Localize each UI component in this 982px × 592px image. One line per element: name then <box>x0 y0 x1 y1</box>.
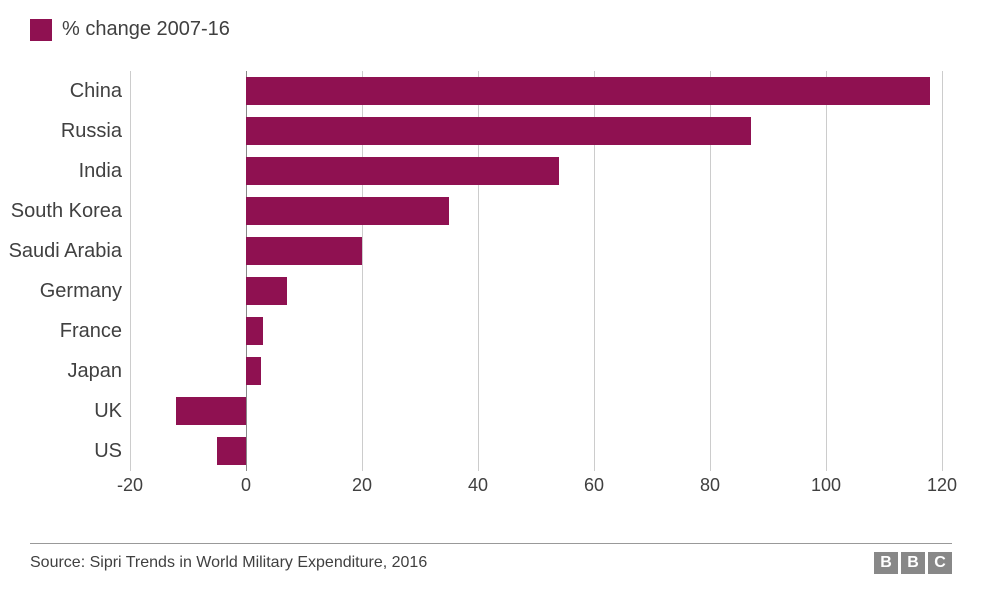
bars: ChinaRussiaIndiaSouth KoreaSaudi ArabiaG… <box>130 71 942 471</box>
bar-label: Saudi Arabia <box>0 231 130 271</box>
bar-label: France <box>0 311 130 351</box>
bar-row: South Korea <box>130 191 942 231</box>
source-text: Source: Sipri Trends in World Military E… <box>30 554 427 572</box>
bar <box>246 317 263 345</box>
footer: Source: Sipri Trends in World Military E… <box>30 543 952 574</box>
x-tick-label: 40 <box>468 475 488 496</box>
x-tick-label: 60 <box>584 475 604 496</box>
bar <box>246 117 751 145</box>
bar <box>246 157 559 185</box>
bbc-logo-box: C <box>928 552 952 574</box>
bar-row: India <box>130 151 942 191</box>
x-tick: 20 <box>362 471 382 496</box>
bar-label: South Korea <box>0 191 130 231</box>
bar <box>246 77 930 105</box>
x-tick-label: 100 <box>811 475 841 496</box>
chart-container: % change 2007-16 ChinaRussiaIndiaSouth K… <box>0 0 982 592</box>
bar-row: China <box>130 71 942 111</box>
legend: % change 2007-16 <box>30 18 952 41</box>
bar-label: Germany <box>0 271 130 311</box>
bbc-logo: BBC <box>874 552 952 574</box>
bar-label: Japan <box>0 351 130 391</box>
bbc-logo-box: B <box>874 552 898 574</box>
x-tick-label: 20 <box>352 475 372 496</box>
bar <box>176 397 246 425</box>
bar-label: US <box>0 431 130 471</box>
x-tick: 80 <box>710 471 730 496</box>
bar-label: India <box>0 151 130 191</box>
x-tick: 60 <box>594 471 614 496</box>
plot-area: ChinaRussiaIndiaSouth KoreaSaudi ArabiaG… <box>130 71 942 496</box>
bar-label: China <box>0 71 130 111</box>
x-tick-label: 120 <box>927 475 957 496</box>
bar-row: Russia <box>130 111 942 151</box>
bar <box>246 197 449 225</box>
x-tick: -20 <box>130 471 156 496</box>
bar <box>246 277 287 305</box>
gridline <box>942 71 943 471</box>
bar-row: France <box>130 311 942 351</box>
x-tick: 100 <box>826 471 856 496</box>
bar <box>217 437 246 465</box>
bar-row: UK <box>130 391 942 431</box>
x-tick-label: 0 <box>241 475 251 496</box>
x-tick-label: -20 <box>117 475 143 496</box>
bbc-logo-box: B <box>901 552 925 574</box>
bar-label: UK <box>0 391 130 431</box>
x-tick: 0 <box>246 471 256 496</box>
x-tick-label: 80 <box>700 475 720 496</box>
bar <box>246 357 261 385</box>
bar-row: Germany <box>130 271 942 311</box>
legend-label: % change 2007-16 <box>62 18 230 41</box>
bar-row: Japan <box>130 351 942 391</box>
bar <box>246 237 362 265</box>
bar-label: Russia <box>0 111 130 151</box>
bar-row: Saudi Arabia <box>130 231 942 271</box>
x-tick: 120 <box>942 471 972 496</box>
legend-swatch <box>30 19 52 41</box>
bar-row: US <box>130 431 942 471</box>
x-tick: 40 <box>478 471 498 496</box>
